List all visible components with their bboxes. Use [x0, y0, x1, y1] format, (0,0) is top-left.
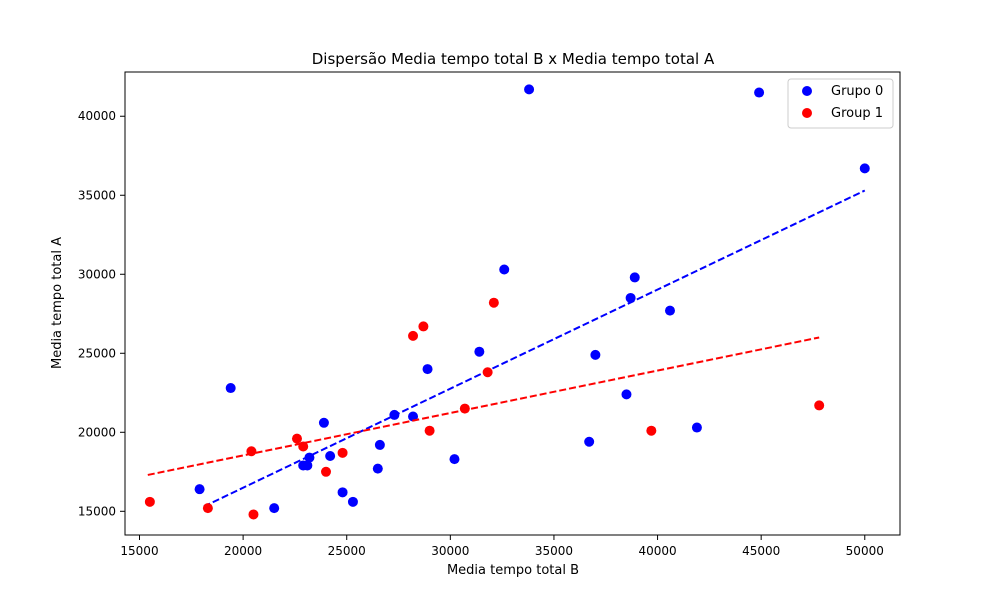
- point-grupo-0-1: [225, 383, 236, 394]
- point-grupo-0-15: [449, 454, 460, 465]
- point-grupo-0-10: [372, 463, 383, 474]
- point-grupo-0-25: [691, 422, 702, 433]
- point-group-1-9: [418, 321, 429, 332]
- point-grupo-0-20: [590, 349, 601, 360]
- plot-area: [144, 84, 870, 520]
- point-grupo-0-0: [194, 484, 205, 495]
- point-group-1-10: [424, 425, 435, 436]
- legend-marker-grupo-0: [802, 86, 812, 96]
- legend-marker-group-1: [802, 108, 812, 118]
- point-grupo-0-21: [621, 389, 632, 400]
- point-grupo-0-13: [408, 411, 419, 422]
- point-group-1-4: [291, 433, 302, 444]
- point-group-1-3: [248, 509, 259, 520]
- x-tick-label: 50000: [846, 544, 884, 558]
- point-grupo-0-24: [664, 305, 675, 316]
- point-grupo-0-6: [318, 417, 329, 428]
- point-group-1-11: [459, 403, 470, 414]
- point-grupo-0-9: [347, 496, 358, 507]
- axes-ticks: 15000 20000 25000 30000 35000 40000 45000 50000…: [78, 109, 884, 558]
- y-tick-label: 15000: [78, 504, 116, 518]
- x-tick-label: 40000: [638, 544, 676, 558]
- y-axis-label: Media tempo total A: [50, 237, 65, 369]
- point-grupo-0-26: [754, 87, 765, 98]
- legend-label-group-1: Group 1: [831, 106, 883, 121]
- point-grupo-0-14: [422, 364, 433, 375]
- trend-line-grupo-0: [203, 189, 866, 508]
- point-group-1-8: [408, 330, 419, 341]
- x-tick-label: 20000: [224, 544, 262, 558]
- point-grupo-0-4: [302, 460, 313, 471]
- plot-frame: [124, 71, 901, 536]
- point-grupo-0-16: [474, 346, 485, 357]
- x-tick-label: 15000: [120, 544, 158, 558]
- legend: Grupo 0 Group 1: [787, 78, 894, 129]
- y-tick-label: 30000: [78, 267, 116, 281]
- point-grupo-0-19: [584, 436, 595, 447]
- point-grupo-0-11: [374, 439, 385, 450]
- point-grupo-0-27: [859, 163, 870, 174]
- point-group-1-13: [488, 297, 499, 308]
- point-group-1-7: [337, 447, 348, 458]
- y-tick-label: 40000: [78, 109, 116, 123]
- point-grupo-0-8: [337, 487, 348, 498]
- y-tick-label: 25000: [78, 346, 116, 360]
- x-tick-label: 35000: [535, 544, 573, 558]
- point-group-1-15: [814, 400, 825, 411]
- point-group-1-0: [144, 496, 155, 507]
- point-grupo-0-5: [304, 452, 315, 463]
- point-grupo-0-17: [499, 264, 510, 275]
- legend-label-grupo-0: Grupo 0: [831, 84, 883, 99]
- point-group-1-12: [482, 367, 493, 378]
- point-grupo-0-18: [524, 84, 535, 95]
- chart-title: Dispersão Media tempo total B x Media te…: [312, 50, 715, 68]
- x-tick-label: 45000: [742, 544, 780, 558]
- point-group-1-6: [321, 466, 332, 477]
- point-group-1-14: [646, 425, 657, 436]
- x-tick-label: 25000: [328, 544, 366, 558]
- trend-line-group-1: [147, 336, 820, 476]
- x-tick-label: 30000: [431, 544, 469, 558]
- point-grupo-0-2: [269, 503, 280, 514]
- x-axis-label: Media tempo total B: [447, 563, 579, 578]
- legend-box: [787, 78, 894, 129]
- y-tick-label: 35000: [78, 188, 116, 202]
- y-tick-label: 20000: [78, 425, 116, 439]
- point-grupo-0-7: [325, 450, 336, 461]
- point-grupo-0-23: [629, 272, 640, 283]
- point-group-1-1: [202, 503, 213, 514]
